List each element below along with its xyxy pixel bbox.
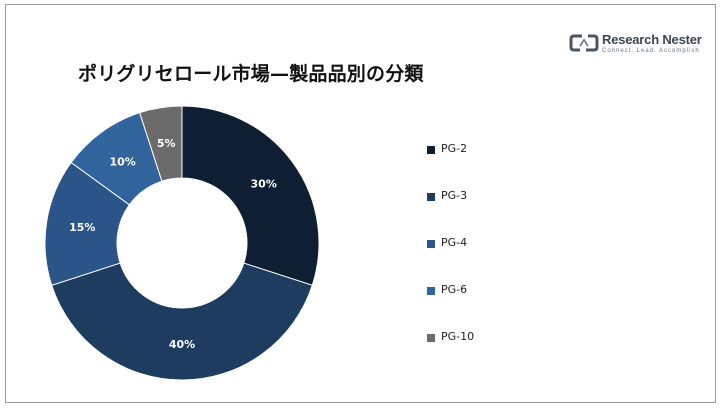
chart-title: ポリグリセロール市場—製品品別の分類 <box>78 63 424 85</box>
slice-pg-10 <box>139 105 183 182</box>
slice-pg-3 <box>51 262 313 381</box>
logo-name: Research Nester <box>602 32 702 47</box>
legend-label: PG-6 <box>441 283 468 296</box>
donut-chart: 30% 40% 15% 10% 5% <box>44 105 320 381</box>
legend-swatch <box>427 334 435 342</box>
slice-label-pg-3: 40% <box>169 338 195 351</box>
legend-label: PG-10 <box>441 330 475 343</box>
legend-swatch <box>427 146 435 154</box>
chart-frame: ポリグリセロール市場—製品品別の分類 Research Nester Conne… <box>5 4 716 403</box>
slice-pg-2 <box>181 105 320 286</box>
slice-label-pg-6: 10% <box>109 155 135 168</box>
logo-mark-icon <box>569 34 599 52</box>
legend-swatch <box>427 287 435 295</box>
logo-tagline: Connect. Lead. Accomplish <box>602 48 700 54</box>
legend-label: PG-3 <box>441 189 468 202</box>
slice-label-pg-10: 5% <box>157 137 176 150</box>
slice-label-pg-4: 15% <box>69 221 95 234</box>
legend-label: PG-2 <box>441 142 468 155</box>
slice-label-pg-2: 30% <box>251 178 277 191</box>
legend-swatch <box>427 193 435 201</box>
legend-label: PG-4 <box>441 236 468 249</box>
research-nester-logo: Research Nester Connect. Lead. Accomplis… <box>569 30 709 60</box>
legend-swatch <box>427 240 435 248</box>
